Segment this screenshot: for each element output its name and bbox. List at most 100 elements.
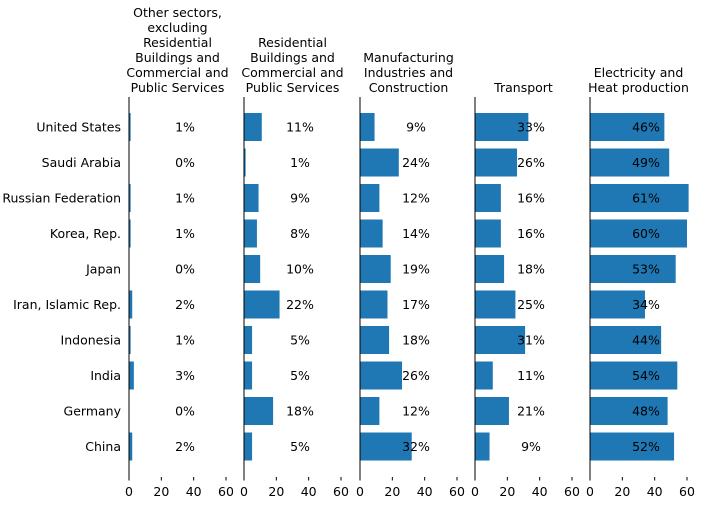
- panel-2-bar-iran-islamic-rep: [244, 290, 280, 319]
- panel-3-bar-united-states: [360, 113, 375, 141]
- category-label-russian-federation: Russian Federation: [2, 191, 121, 206]
- panel-2-value-label-russian-federation: 9%: [290, 191, 310, 206]
- panel-1-bar-korea-rep: [129, 219, 131, 248]
- panel-1-bar-china: [129, 432, 133, 461]
- panel-5-value-label-india: 54%: [632, 368, 660, 383]
- category-label-china: China: [85, 439, 121, 454]
- panel-2-value-label-india: 5%: [290, 368, 310, 383]
- panel-1-tick-label-20: 20: [153, 484, 169, 499]
- panel-3-bar-india: [360, 361, 403, 390]
- panel-3-value-label-russian-federation: 12%: [402, 191, 430, 206]
- panel-1-value-label-korea-rep: 1%: [175, 226, 195, 241]
- panel-5-value-label-russian-federation: 61%: [632, 191, 660, 206]
- panel-5-bar-iran-islamic-rep: [590, 290, 645, 319]
- panel-1-bar-indonesia: [129, 326, 131, 354]
- panel-2-bar-japan: [244, 255, 261, 283]
- panel-3-title: Manufacturing Industries and Construction: [363, 50, 454, 95]
- panel-3-bar-japan: [360, 255, 391, 283]
- category-label-saudi-arabia: Saudi Arabia: [42, 155, 121, 170]
- panel-3-value-label-korea-rep: 14%: [402, 226, 430, 241]
- panel-1-tick-label-60: 60: [218, 484, 234, 499]
- panel-3-value-label-saudi-arabia: 24%: [402, 155, 430, 170]
- panel-5-value-label-china: 52%: [632, 439, 660, 454]
- panel-2-tick-label-40: 40: [301, 484, 317, 499]
- panel-4-bar-china: [475, 432, 490, 461]
- panel-5-bar-russian-federation: [590, 184, 689, 212]
- panel-5-tick-label-0: 0: [586, 484, 594, 499]
- panel-1-value-label-united-states: 1%: [175, 120, 195, 135]
- panel-2-value-label-korea-rep: 8%: [290, 226, 310, 241]
- panel-2-tick-label-20: 20: [268, 484, 284, 499]
- panel-5-value-label-korea-rep: 60%: [632, 226, 660, 241]
- panel-3-bar-iran-islamic-rep: [360, 290, 388, 319]
- panel-5-tick-label-40: 40: [647, 484, 663, 499]
- panel-4-bar-indonesia: [475, 326, 526, 354]
- panel-3-value-label-germany: 12%: [402, 404, 430, 419]
- panel-4-value-label-united-states: 33%: [517, 120, 545, 135]
- panel-5-tick-label-60: 60: [679, 484, 695, 499]
- panel-5-value-label-saudi-arabia: 49%: [632, 155, 660, 170]
- panel-2-bar-china: [244, 432, 253, 461]
- panel-4-value-label-korea-rep: 16%: [517, 226, 545, 241]
- panel-1-value-label-russian-federation: 1%: [175, 191, 195, 206]
- panel-5-bar-germany: [590, 397, 668, 425]
- panel-4-bar-korea-rep: [475, 219, 501, 248]
- panel-2-bar-korea-rep: [244, 219, 257, 248]
- panel-2-value-label-iran-islamic-rep: 22%: [286, 297, 314, 312]
- panel-2-value-label-saudi-arabia: 1%: [290, 155, 310, 170]
- panel-5-value-label-united-states: 46%: [632, 120, 660, 135]
- panel-1-bar-india: [129, 361, 134, 390]
- panel-2-bar-india: [244, 361, 253, 390]
- axes-layer: [128, 97, 688, 481]
- labels-layer: United States Saudi Arabia Russian Federat…: [2, 5, 695, 499]
- panel-2-bar-indonesia: [244, 326, 253, 354]
- panel-4-value-label-saudi-arabia: 26%: [517, 155, 545, 170]
- panel-1-title: Other sectors, excluding Residential Buildi…: [126, 5, 228, 95]
- panel-3-tick-label-60: 60: [449, 484, 465, 499]
- panel-5-bar-korea-rep: [590, 219, 687, 248]
- panel-1-value-label-saudi-arabia: 0%: [175, 155, 195, 170]
- panel-1-tick-label-40: 40: [186, 484, 202, 499]
- panel-4-bar-russian-federation: [475, 184, 501, 212]
- panel-4-bar-germany: [475, 397, 509, 425]
- panel-4-bar-saudi-arabia: [475, 148, 518, 177]
- panel-4-value-label-indonesia: 31%: [517, 333, 545, 348]
- panel-5-bar-saudi-arabia: [590, 148, 670, 177]
- category-label-germany: Germany: [64, 404, 122, 419]
- panel-2-bar-germany: [244, 397, 274, 425]
- category-label-united-states: United States: [36, 120, 121, 135]
- panel-3-bar-indonesia: [360, 326, 390, 354]
- panel-3-bar-china: [360, 432, 412, 461]
- panel-5-title: Electricity and Heat production: [588, 65, 689, 95]
- panel-2-value-label-united-states: 11%: [286, 120, 314, 135]
- panel-4-value-label-china: 9%: [521, 439, 541, 454]
- category-label-japan: Japan: [85, 262, 121, 277]
- panel-1-value-label-indonesia: 1%: [175, 333, 195, 348]
- panel-1-bar-russian-federation: [129, 184, 131, 212]
- panel-5-bar-indonesia: [590, 326, 662, 354]
- panel-5-bar-china: [590, 432, 675, 461]
- bars-layer: [129, 113, 689, 461]
- panel-5-value-label-indonesia: 44%: [632, 333, 660, 348]
- panel-3-bar-russian-federation: [360, 184, 380, 212]
- category-label-iran-islamic-rep: Iran, Islamic Rep.: [13, 297, 121, 312]
- category-label-korea-rep: Korea, Rep.: [50, 226, 121, 241]
- panel-4-tick-label-40: 40: [532, 484, 548, 499]
- category-label-indonesia: Indonesia: [61, 333, 121, 348]
- panel-2-value-label-germany: 18%: [286, 404, 314, 419]
- panel-4-bar-japan: [475, 255, 505, 283]
- panel-5-value-label-germany: 48%: [632, 404, 660, 419]
- panel-3-tick-label-40: 40: [417, 484, 433, 499]
- panel-1-bar-iran-islamic-rep: [129, 290, 133, 319]
- panel-3-value-label-united-states: 9%: [406, 120, 426, 135]
- panel-2-bar-united-states: [244, 113, 262, 141]
- panel-3-value-label-japan: 19%: [402, 262, 430, 277]
- panel-4-tick-label-0: 0: [471, 484, 479, 499]
- panel-3-bar-saudi-arabia: [360, 148, 399, 177]
- panel-4-bar-india: [475, 361, 493, 390]
- category-label-india: India: [90, 368, 121, 383]
- panel-1-value-label-china: 2%: [175, 439, 195, 454]
- panel-5-value-label-japan: 53%: [632, 262, 660, 277]
- panel-4-bar-iran-islamic-rep: [475, 290, 516, 319]
